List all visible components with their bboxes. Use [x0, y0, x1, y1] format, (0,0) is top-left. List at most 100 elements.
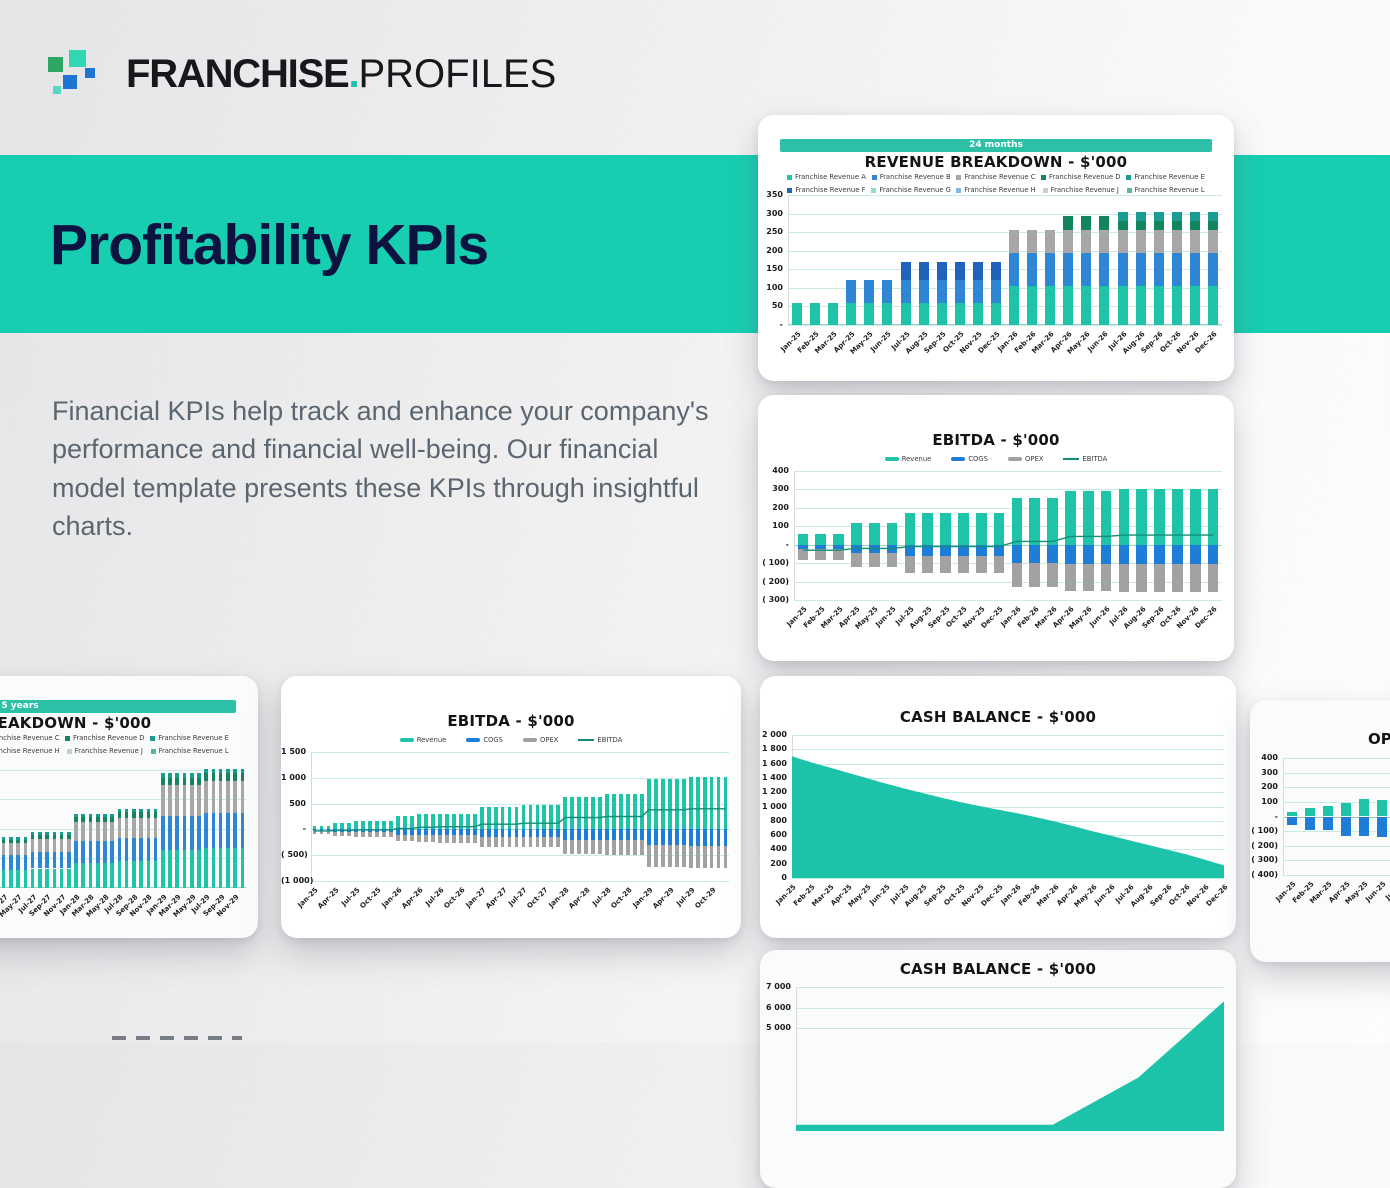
revenue-bar [542, 805, 547, 830]
revenue-bar [1065, 491, 1076, 545]
legend-marker [1126, 174, 1132, 180]
grid-line [1283, 860, 1390, 862]
bar-segment [23, 839, 28, 844]
cogs-bar [375, 829, 380, 833]
revenue-bar [319, 826, 324, 830]
bar-segment [1153, 252, 1164, 286]
opex-bar [396, 834, 400, 842]
legend-marker [150, 748, 156, 754]
bar-segment [132, 808, 136, 813]
bar-segment [124, 812, 129, 818]
bar-segment [74, 863, 78, 888]
bar-segment [1189, 230, 1200, 253]
bar-segment [233, 848, 237, 888]
cogs-bar [417, 829, 421, 835]
revenue-bar [382, 820, 387, 830]
cogs-bar [619, 829, 623, 841]
bar-segment [1081, 252, 1092, 286]
x-axis [0, 887, 246, 888]
opex-bar [535, 837, 540, 848]
legend-label: COGS [968, 455, 988, 463]
bar-segment [810, 302, 821, 325]
legend-marker [523, 738, 537, 742]
bar-segment [146, 817, 151, 838]
bar-segment [1027, 286, 1038, 325]
chart-plot [796, 987, 1224, 1131]
bar-segment [1207, 286, 1218, 325]
grid-line [792, 749, 1224, 751]
y-tick-label: 400 [772, 466, 789, 475]
bar-segment [168, 785, 172, 816]
revenue-bar [619, 794, 623, 830]
bar-segment [1135, 230, 1146, 253]
bar-segment [175, 778, 180, 786]
cogs-bar [1207, 544, 1219, 565]
positive-bar [1287, 812, 1297, 817]
revenue-bar [1136, 488, 1148, 545]
opex-bar [1136, 564, 1148, 592]
revenue-bar [528, 805, 533, 830]
bar-segment [1009, 230, 1019, 253]
zero-axis [1283, 816, 1390, 818]
opex-bar [709, 845, 714, 869]
bar-segment [204, 773, 209, 782]
bar-segment [211, 768, 216, 774]
bar-segment [175, 785, 180, 816]
revenue-bar [695, 777, 700, 830]
cogs-bar [1118, 544, 1130, 565]
revenue-bar [1029, 497, 1041, 545]
cogs-bar [584, 829, 589, 840]
cogs-bar [479, 829, 484, 837]
cogs-bar [681, 829, 686, 846]
cogs-bar [612, 829, 616, 841]
grid-line [788, 269, 1222, 271]
bar-segment [240, 848, 245, 888]
bar-segment [45, 834, 49, 839]
revenue-bar [1118, 488, 1130, 545]
y-tick-label: 100 [772, 521, 789, 531]
cogs-bar [312, 829, 317, 831]
revenue-bar [1100, 491, 1112, 545]
bar-segment [211, 812, 216, 849]
cogs-bar [493, 829, 498, 837]
chart-plot [788, 195, 1222, 326]
bar-segment [16, 837, 20, 840]
revenue-bar [361, 820, 366, 830]
y-tick-label: ( 300) [1251, 855, 1278, 865]
legend-label: Franchise Revenue H [0, 747, 60, 755]
bar-segment [9, 870, 13, 888]
area-shape [792, 756, 1224, 878]
legend-item: Franchise Revenue H [954, 186, 1039, 194]
revenue-bar [598, 796, 603, 830]
legend-item: Franchise Revenue C [954, 173, 1039, 181]
brand-dot: . [348, 51, 360, 96]
bar-segment [45, 868, 49, 888]
revenue-bar [375, 820, 380, 830]
legend-item: COGS [466, 736, 503, 744]
bar-segment [16, 854, 20, 871]
opex-bar [626, 840, 630, 855]
grid-line [0, 769, 246, 771]
bar-segment [1117, 212, 1128, 221]
bar-segment [30, 832, 35, 835]
bar-segment [218, 773, 223, 782]
cogs-bar [626, 829, 630, 841]
bar-segment [175, 850, 180, 888]
bar-segment [66, 838, 71, 852]
legend-item: Franchise Revenue D [62, 734, 147, 742]
revenue-bar [479, 807, 484, 830]
revenue-bar [417, 814, 421, 830]
positive-bar [1304, 807, 1315, 817]
cogs-bar [1029, 544, 1041, 564]
cogs-bar [993, 544, 1005, 556]
opex-bar [640, 840, 644, 855]
legend-item: Franchise Revenue E [147, 734, 232, 742]
bar-segment [1117, 252, 1128, 286]
bar-segment [882, 280, 893, 303]
revenue-bar [797, 533, 809, 545]
bar-segment [175, 773, 180, 779]
bar-segment [45, 838, 49, 852]
y-tick-label: 350 [766, 190, 783, 199]
revenue-bar [1189, 488, 1201, 545]
